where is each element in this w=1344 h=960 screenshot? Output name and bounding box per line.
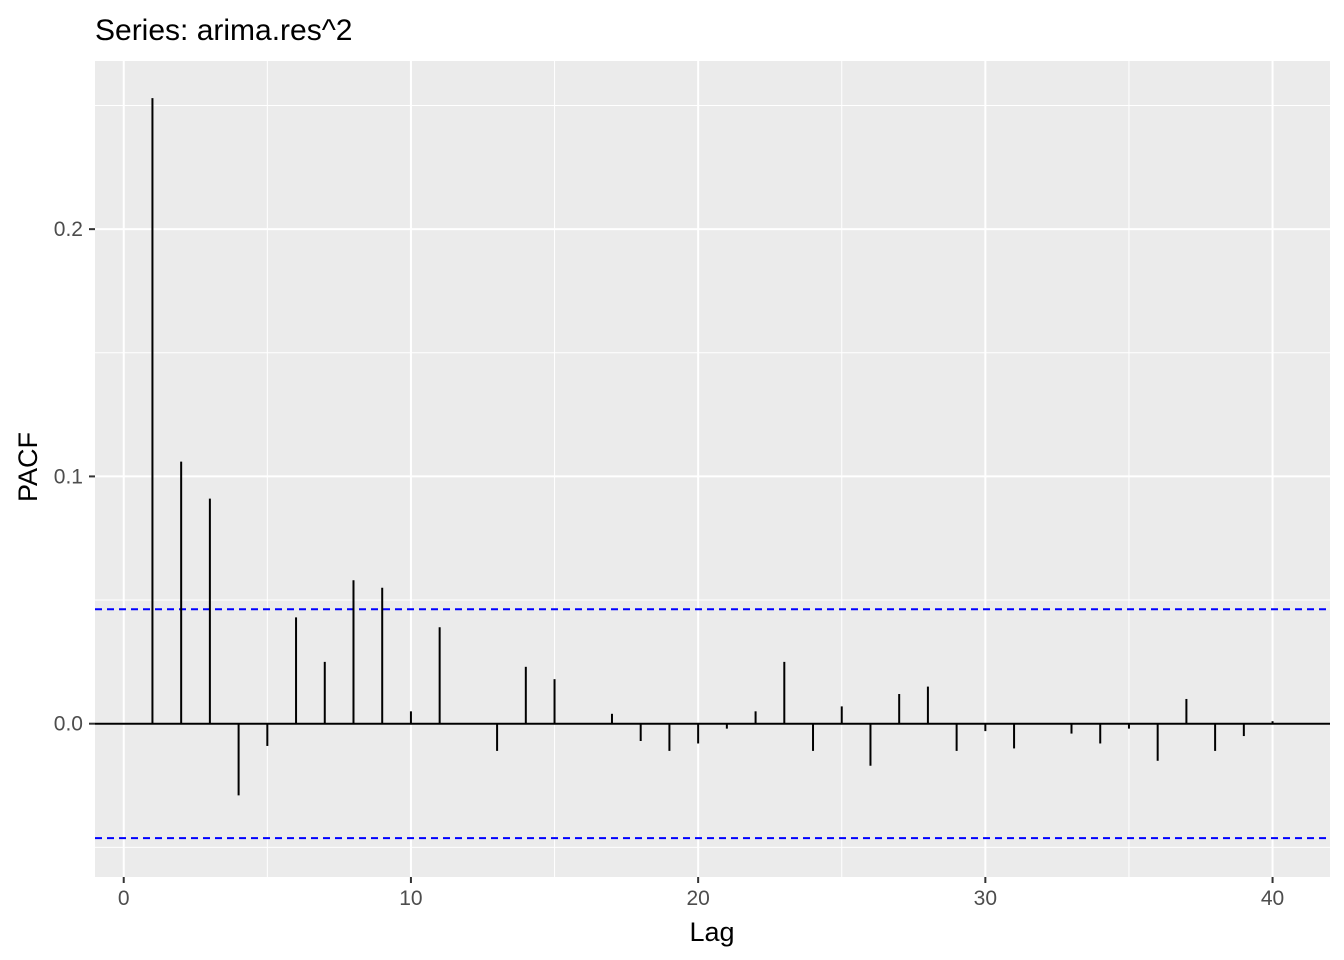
y-axis: 0.0 0.1 0.2 [54, 218, 95, 736]
y-tick-label: 0.2 [54, 218, 83, 241]
x-tick-label: 10 [399, 887, 422, 910]
plot-panel [95, 61, 1330, 877]
minor-gridlines [95, 61, 1330, 877]
x-axis: 0 10 20 30 40 [118, 877, 1284, 910]
chart-title: Series: arima.res^2 [95, 14, 353, 47]
y-tick-label: 0.0 [54, 713, 83, 736]
y-tick-label: 0.1 [54, 465, 83, 488]
x-tick-label: 30 [974, 887, 997, 910]
y-axis-title: PACF [13, 432, 43, 502]
pacf-bars [151, 98, 1274, 796]
confidence-limits [95, 608, 1330, 840]
x-tick-label: 0 [118, 887, 130, 910]
x-tick-label: 40 [1261, 887, 1284, 910]
x-tick-label: 20 [686, 887, 709, 910]
x-axis-title: Lag [689, 917, 734, 947]
